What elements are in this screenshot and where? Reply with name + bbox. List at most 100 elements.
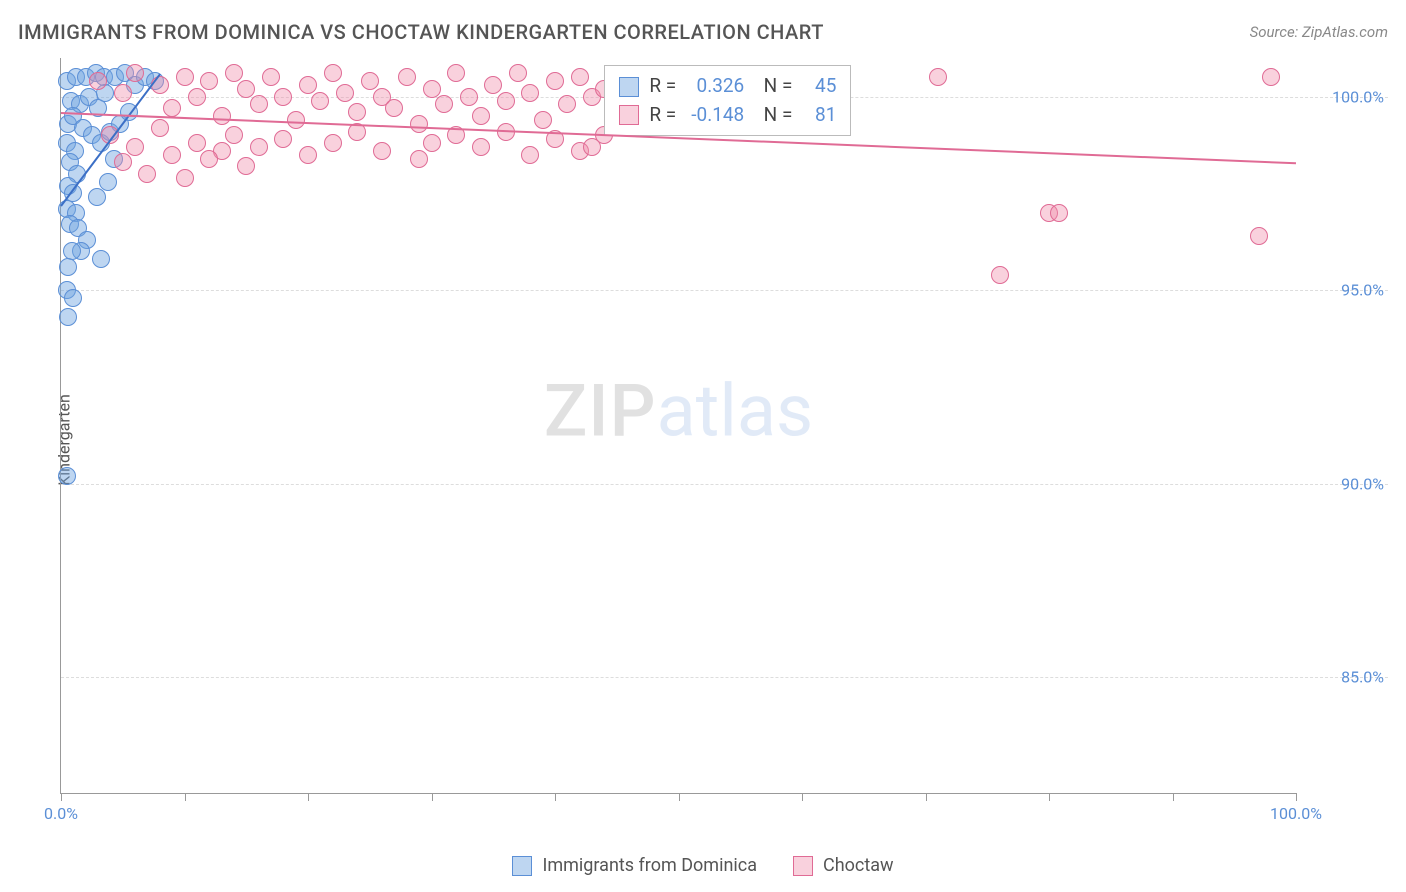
scatter-point [126,64,144,82]
stat-row: R =-0.148 N =81 [619,101,836,130]
scatter-point [583,138,601,156]
legend-swatch [512,856,532,876]
watermark-zip: ZIP [544,368,657,453]
scatter-point [176,68,194,86]
x-tick [1049,793,1050,801]
scatter-point [126,138,144,156]
y-tick-label: 85.0% [1304,667,1384,686]
scatter-point [138,165,156,183]
plot-region: ZIPatlas 85.0%90.0%95.0%100.0%0.0%100.0%… [60,58,1296,794]
chart-header: IMMIGRANTS FROM DOMINICA VS CHOCTAW KIND… [0,0,1406,54]
scatter-point [472,107,490,125]
scatter-point [423,134,441,152]
stat-swatch [619,105,639,125]
scatter-point [151,119,169,137]
scatter-point [423,80,441,98]
scatter-point [151,76,169,94]
gridline-h [61,290,1388,291]
x-tick [308,793,309,801]
watermark: ZIPatlas [544,368,813,453]
scatter-point [299,76,317,94]
scatter-point [299,146,317,164]
legend-item: Choctaw [793,855,894,876]
scatter-point [237,157,255,175]
stat-n-label: N = [754,72,792,101]
watermark-atlas: atlas [657,368,814,453]
scatter-point [114,84,132,102]
scatter-point [250,95,268,113]
x-tick [555,793,556,801]
scatter-point [176,169,194,187]
stat-n-value: 81 [802,101,836,130]
scatter-point [546,72,564,90]
scatter-point [188,88,206,106]
scatter-point [250,138,268,156]
scatter-point [521,146,539,164]
scatter-point [1262,68,1280,86]
scatter-point [558,95,576,113]
stat-r-label: R = [649,101,676,130]
gridline-h [61,484,1388,485]
scatter-point [92,250,110,268]
scatter-point [163,99,181,117]
scatter-point [64,289,82,307]
scatter-point [262,68,280,86]
scatter-point [373,142,391,160]
scatter-point [88,188,106,206]
stat-r-value: 0.326 [686,72,744,101]
scatter-point [59,308,77,326]
scatter-point [225,126,243,144]
scatter-point [410,115,428,133]
scatter-point [200,150,218,168]
stat-swatch [619,77,639,97]
scatter-point [324,134,342,152]
scatter-point [398,68,416,86]
scatter-point [114,153,132,171]
stat-r-label: R = [649,72,676,101]
y-tick-label: 100.0% [1304,87,1384,106]
scatter-point [163,146,181,164]
x-tick [926,793,927,801]
scatter-point [509,64,527,82]
legend-swatch [793,856,813,876]
x-tick-label: 100.0% [1270,804,1322,823]
scatter-point [385,99,403,117]
scatter-point [274,130,292,148]
chart-area: Kindergarten ZIPatlas 85.0%90.0%95.0%100… [18,58,1388,822]
gridline-h [61,677,1388,678]
legend-item: Immigrants from Dominica [512,855,757,876]
x-tick [432,793,433,801]
scatter-point [929,68,947,86]
scatter-point [89,72,107,90]
scatter-point [571,68,589,86]
scatter-point [435,95,453,113]
scatter-point [311,92,329,110]
scatter-point [225,64,243,82]
x-tick [802,793,803,801]
scatter-point [200,72,218,90]
scatter-point [1250,227,1268,245]
scatter-point [460,88,478,106]
scatter-point [472,138,490,156]
scatter-point [484,76,502,94]
scatter-point [99,173,117,191]
scatter-point [274,88,292,106]
x-tick-label: 0.0% [44,804,78,823]
scatter-point [410,150,428,168]
scatter-point [361,72,379,90]
stat-n-value: 45 [802,72,836,101]
scatter-point [1050,204,1068,222]
scatter-point [188,134,206,152]
x-tick [61,793,62,801]
y-tick-label: 95.0% [1304,281,1384,300]
scatter-point [287,111,305,129]
scatter-point [447,64,465,82]
scatter-point [991,266,1009,284]
chart-title: IMMIGRANTS FROM DOMINICA VS CHOCTAW KIND… [18,20,824,44]
correlation-stat-box: R = 0.326 N = 45R =-0.148 N =81 [604,65,851,136]
scatter-point [521,84,539,102]
stat-row: R = 0.326 N = 45 [619,72,836,101]
legend-bottom: Immigrants from Dominica Choctaw [0,855,1406,876]
x-tick [1296,793,1297,801]
legend-label: Choctaw [823,855,894,876]
